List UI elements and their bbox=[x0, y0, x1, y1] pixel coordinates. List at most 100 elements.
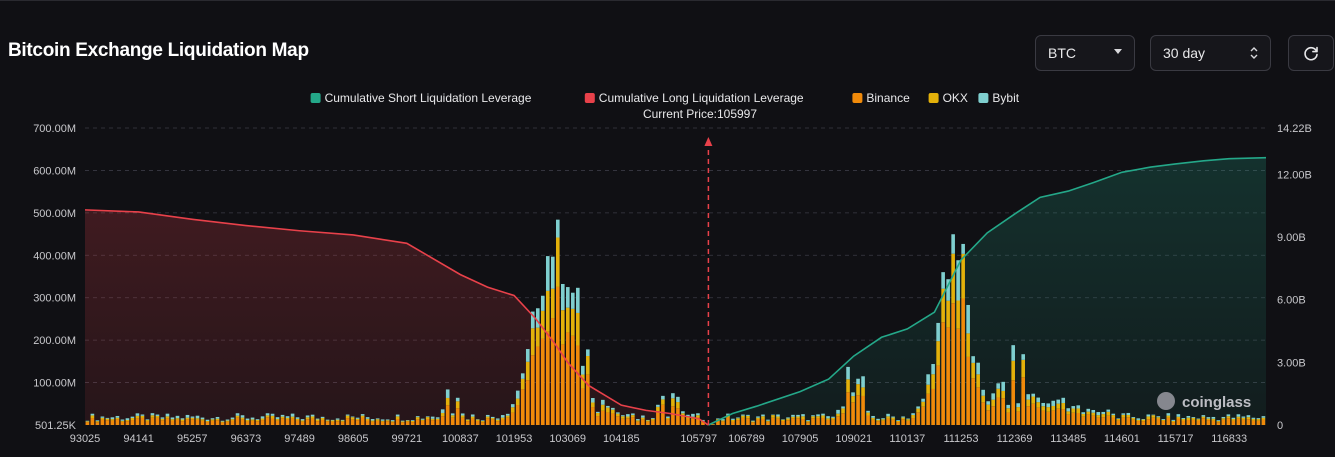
period-select[interactable]: 30 day bbox=[1150, 35, 1271, 71]
bar-bybit bbox=[545, 256, 550, 291]
bar-bybit bbox=[515, 390, 520, 399]
bar-bybit bbox=[861, 376, 865, 388]
bar-bybit bbox=[636, 419, 640, 421]
bar-bybit bbox=[155, 414, 160, 416]
bar-bybit bbox=[285, 416, 290, 418]
bar-binance bbox=[200, 420, 205, 425]
bar-okx bbox=[646, 420, 650, 422]
bar-bybit bbox=[591, 398, 595, 403]
legend-label-0[interactable]: Cumulative Short Liquidation Leverage bbox=[325, 91, 532, 105]
bar-okx bbox=[115, 417, 120, 420]
bar-binance bbox=[586, 374, 590, 425]
bar-okx bbox=[145, 420, 150, 422]
long-cumulative-line bbox=[84, 209, 709, 426]
bar-binance bbox=[676, 408, 680, 425]
bar-okx bbox=[1181, 418, 1186, 421]
bar-okx bbox=[1146, 416, 1151, 420]
bar-bybit bbox=[736, 417, 740, 419]
bar-bybit bbox=[140, 414, 145, 416]
bar-bybit bbox=[1216, 420, 1221, 422]
bar-bybit bbox=[966, 304, 970, 334]
bar-binance bbox=[746, 418, 750, 425]
bar-binance bbox=[1221, 419, 1226, 425]
bar-okx bbox=[1116, 418, 1121, 421]
bar-okx bbox=[525, 361, 530, 381]
bar-binance bbox=[490, 419, 495, 425]
bar-okx bbox=[911, 414, 915, 419]
legend-swatch-4[interactable] bbox=[978, 93, 989, 103]
legend-swatch-0[interactable] bbox=[310, 93, 321, 103]
legend-swatch-1[interactable] bbox=[584, 93, 595, 103]
bar-okx bbox=[801, 416, 805, 420]
bar-okx bbox=[515, 398, 520, 406]
bar-okx bbox=[1061, 403, 1066, 410]
bar-okx bbox=[1251, 418, 1256, 421]
bar-binance bbox=[1111, 417, 1116, 425]
bar-binance bbox=[936, 365, 940, 425]
bar-okx bbox=[736, 418, 740, 421]
bar-binance bbox=[260, 420, 265, 425]
bar-okx bbox=[1141, 419, 1146, 422]
bar-binance bbox=[1161, 420, 1166, 425]
bar-binance bbox=[530, 355, 535, 425]
bar-binance bbox=[881, 420, 885, 425]
bar-binance bbox=[841, 413, 845, 425]
bar-okx bbox=[170, 419, 175, 421]
short-cumulative-area bbox=[708, 157, 1266, 425]
bar-bybit bbox=[571, 292, 575, 309]
bar-binance bbox=[145, 421, 150, 425]
bar-binance bbox=[190, 419, 195, 425]
bar-bybit bbox=[1096, 412, 1101, 416]
legend-swatch-2[interactable] bbox=[852, 93, 863, 103]
bar-okx bbox=[946, 300, 950, 328]
bar-okx bbox=[676, 402, 680, 409]
legend-label-1[interactable]: Cumulative Long Liquidation Leverage bbox=[599, 91, 804, 105]
bar-bybit bbox=[901, 416, 905, 418]
bar-okx bbox=[410, 420, 415, 423]
bar-binance bbox=[170, 420, 175, 425]
bar-okx bbox=[85, 421, 90, 423]
bar-binance bbox=[981, 402, 985, 425]
bar-binance bbox=[691, 418, 695, 425]
legend-label-4[interactable]: Bybit bbox=[992, 91, 1019, 105]
bar-binance bbox=[776, 418, 780, 425]
bar-bybit bbox=[561, 283, 565, 311]
bar-okx bbox=[1236, 416, 1241, 419]
bar-bybit bbox=[410, 420, 415, 421]
bar-okx bbox=[1191, 417, 1196, 420]
bar-okx bbox=[450, 415, 455, 418]
bar-okx bbox=[415, 417, 420, 420]
bar-bybit bbox=[535, 308, 540, 328]
bar-bybit bbox=[340, 419, 345, 421]
bar-bybit bbox=[445, 389, 450, 398]
bar-binance bbox=[986, 410, 990, 425]
bar-binance bbox=[961, 298, 965, 425]
bar-binance bbox=[205, 422, 210, 425]
bar-binance bbox=[140, 417, 145, 425]
legend-label-3[interactable]: OKX bbox=[943, 91, 968, 105]
bar-binance bbox=[1126, 417, 1131, 425]
bar-bybit bbox=[395, 414, 400, 417]
bar-bybit bbox=[245, 418, 250, 421]
bar-okx bbox=[1186, 417, 1191, 420]
symbol-select[interactable]: BTC bbox=[1035, 35, 1135, 71]
bar-binance bbox=[946, 327, 950, 425]
bar-okx bbox=[756, 417, 760, 420]
bar-binance bbox=[1141, 421, 1146, 425]
bar-okx bbox=[200, 419, 205, 421]
legend-swatch-3[interactable] bbox=[928, 93, 939, 103]
legend-label-2[interactable]: Binance bbox=[866, 91, 910, 105]
bar-binance bbox=[150, 417, 155, 425]
x-tick-label: 105797 bbox=[680, 433, 717, 445]
bar-okx bbox=[671, 398, 675, 407]
bar-bybit bbox=[1001, 381, 1005, 391]
bar-okx bbox=[916, 408, 920, 413]
bar-binance bbox=[671, 406, 675, 425]
bar-bybit bbox=[951, 234, 955, 254]
refresh-button[interactable] bbox=[1288, 35, 1334, 71]
bar-binance bbox=[545, 331, 550, 425]
bar-binance bbox=[1181, 420, 1186, 425]
bar-binance bbox=[550, 318, 555, 425]
bar-okx bbox=[1221, 418, 1226, 420]
bar-binance bbox=[1106, 415, 1111, 425]
